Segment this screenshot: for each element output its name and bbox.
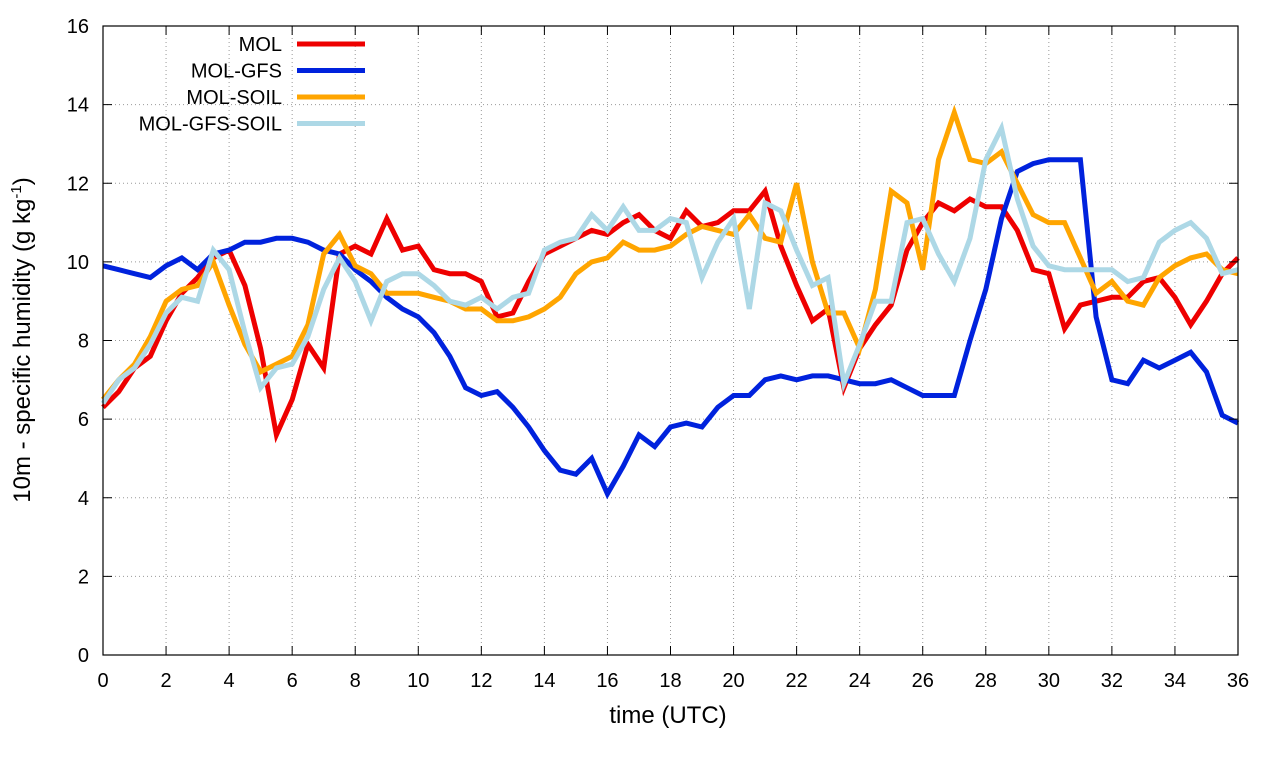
x-tick-label: 28 [975,670,997,692]
axis-ticks [102,25,1239,656]
x-tick-label: 36 [1227,670,1249,692]
x-tick-label: 6 [287,670,298,692]
series-line-mol-soil [101,104,1239,402]
x-tick-label: 8 [350,670,361,692]
y-tick-label: 0 [78,645,89,667]
x-tick-label: 20 [722,670,744,692]
series-line-mol-gfs-soil [100,120,1239,405]
y-tick-label: 8 [78,331,89,353]
x-tick-label: 0 [97,670,108,692]
x-tick-label: 32 [1101,670,1123,692]
x-tick-label: 16 [596,670,618,692]
x-axis-label: time (UTC) [609,702,726,729]
y-tick-label: 6 [78,409,89,431]
x-tick-label: 26 [912,670,934,692]
y-tick-label: 10 [67,252,89,274]
grid-lines [103,26,1238,655]
x-tick-label: 30 [1038,670,1060,692]
y-axis-label-tail: ) [9,177,36,185]
x-tick-labels: 0 2 4 6 8 10 12 14 16 18 20 22 24 26 28 30 32 34 36 [97,670,1249,692]
series-line-mol [101,185,1240,444]
y-tick-label: 4 [78,488,89,510]
y-tick-label: 14 [67,95,89,117]
x-tick-label: 4 [224,670,235,692]
legend-label: MOL-GFS-SOIL [139,114,282,136]
x-tick-label: 10 [407,670,429,692]
x-tick-label: 22 [785,670,807,692]
legend: MOL MOL-GFS MOL-SOIL MOL-GFS-SOIL [139,34,365,136]
legend-label: MOL-SOIL [186,87,282,109]
x-tick-label: 34 [1164,670,1186,692]
x-tick-label: 12 [470,670,492,692]
x-tick-label: 2 [160,670,171,692]
y-tick-label: 2 [78,566,89,588]
y-axis-label-exponent: -1 [8,185,25,198]
y-axis-label-main: 10m - specific humidity (g kg [9,199,36,503]
y-tick-label: 12 [67,173,89,195]
y-tick-label: 16 [67,16,89,38]
legend-label: MOL-GFS [191,61,282,83]
x-tick-label: 18 [659,670,681,692]
y-axis-label: 10m - specific humidity (g kg-1) [8,177,36,502]
y-tick-labels: 0 2 4 6 8 10 12 14 16 [67,16,89,667]
x-tick-label: 24 [849,670,871,692]
series-line-mol-gfs [102,157,1240,500]
x-tick-label: 14 [533,670,555,692]
series-lines [100,104,1240,500]
legend-label: MOL [239,34,282,56]
